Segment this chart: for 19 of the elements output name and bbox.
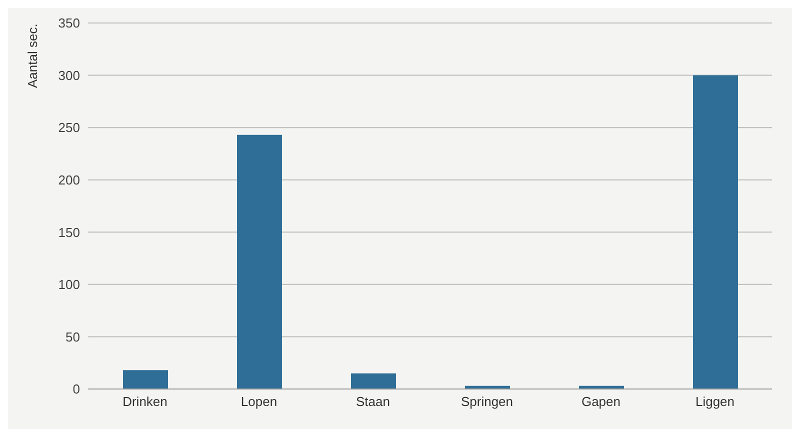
x-tick-label: Liggen (695, 394, 735, 410)
bar (693, 75, 738, 389)
y-tick-label: 150 (58, 224, 80, 240)
x-tick-label: Drinken (122, 394, 168, 410)
x-tick-label: Lopen (240, 394, 278, 410)
x-tick-label: Staan (356, 394, 390, 410)
y-tick-label: 0 (72, 382, 80, 397)
bar (351, 373, 396, 389)
y-tick-label: 300 (58, 68, 80, 83)
x-tick-label: Gapen (581, 394, 621, 410)
x-tick-label: Springen (460, 394, 514, 410)
y-tick-label: 50 (66, 329, 80, 344)
y-axis-title: Aantal sec. (25, 24, 40, 88)
y-tick-label: 250 (58, 120, 80, 136)
bar (237, 134, 282, 389)
y-tick-label: 200 (58, 172, 80, 188)
y-tick-label: 350 (58, 16, 80, 31)
y-tick-label: 100 (58, 277, 80, 292)
bar (123, 370, 168, 389)
